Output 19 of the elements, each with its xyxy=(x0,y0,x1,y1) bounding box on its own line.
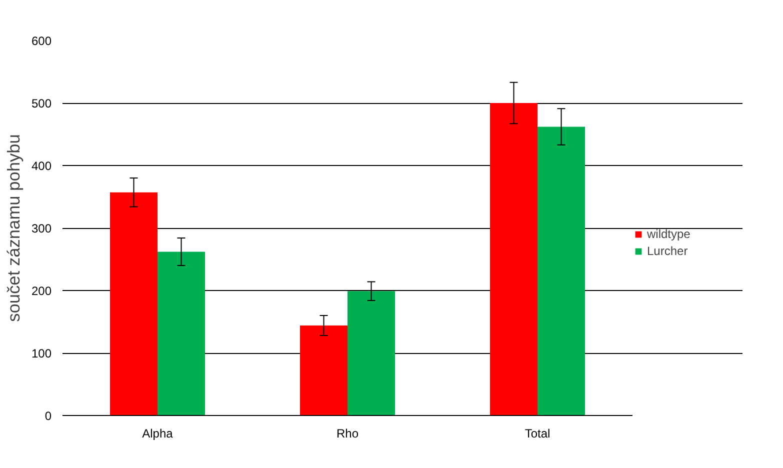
legend-label: wildtype xyxy=(647,227,690,241)
y-tick-label: 500 xyxy=(31,96,52,110)
x-tick-label: Total xyxy=(524,426,550,440)
y-tick-label: 200 xyxy=(31,284,52,298)
y-tick-label: 100 xyxy=(31,346,52,360)
bar xyxy=(538,126,585,416)
bar xyxy=(158,252,205,416)
x-tick-label: Alpha xyxy=(142,426,174,440)
bar xyxy=(110,192,158,416)
y-tick-label: 400 xyxy=(31,159,52,173)
legend-label: Lurcher xyxy=(647,244,688,258)
y-tick-label: 600 xyxy=(31,34,52,48)
bar xyxy=(348,291,395,416)
y-tick-label: 0 xyxy=(44,409,52,423)
bar xyxy=(490,103,538,416)
bar xyxy=(300,326,348,416)
y-axis-title: součet záznamu pohybu xyxy=(3,134,24,322)
x-tick-label: Rho xyxy=(336,426,359,440)
y-tick-label: 300 xyxy=(31,222,52,236)
